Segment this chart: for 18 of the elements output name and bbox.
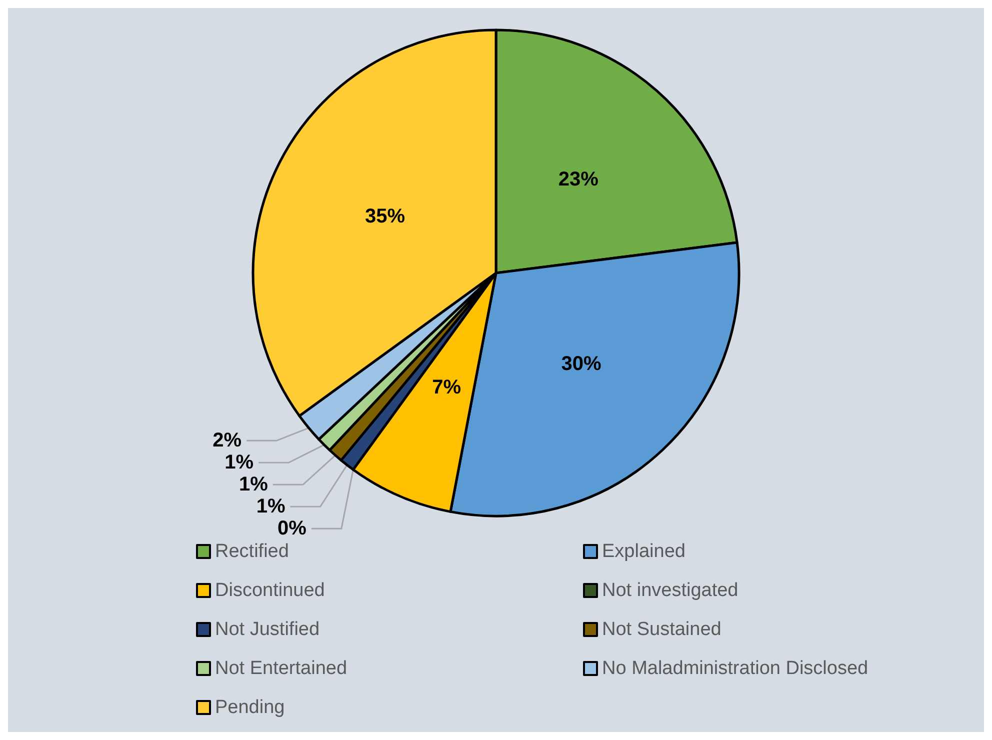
legend-label: Rectified (215, 541, 289, 562)
data-label: 1% (224, 452, 254, 474)
legend-label: Pending (215, 697, 285, 718)
data-label: 1% (256, 496, 286, 518)
data-label: 1% (239, 474, 268, 496)
data-label: 30% (561, 352, 602, 375)
legend-label: Not investigated (602, 580, 738, 601)
data-label: 35% (365, 205, 406, 228)
legend-label: Explained (602, 541, 686, 562)
data-label: 2% (212, 430, 242, 452)
legend-label: No Maladministration Disclosed (602, 658, 868, 679)
legend-label: Not Sustained (602, 619, 722, 640)
data-label: 7% (432, 376, 462, 398)
text: 0% (278, 518, 306, 540)
legend-label: Discontinued (215, 580, 325, 601)
legend-label: Not Justified (215, 619, 320, 640)
legend-label: Not Entertained (215, 658, 348, 679)
data-label: 23% (558, 168, 599, 191)
